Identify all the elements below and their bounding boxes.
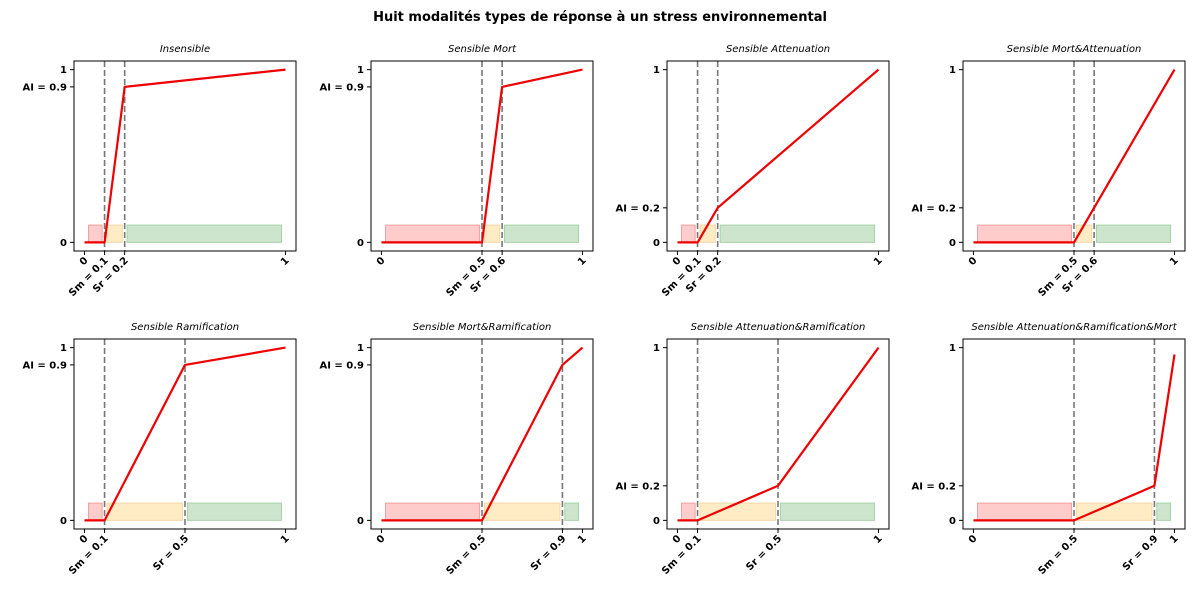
y-tick-label: 1 [60,343,67,354]
zone-mort [384,502,481,521]
response-curve [677,68,880,244]
x-tick-label: 0 [375,255,388,268]
zone-attenuation [483,224,501,243]
subplot-title: Sensible Attenuation [726,44,830,55]
response-curve [381,68,583,244]
y-tick-label: AI = 0.2 [911,203,956,214]
y-tick-label: 1 [653,343,660,354]
y-tick-label: AI = 0.2 [911,481,956,492]
y-tick-label: 0 [949,238,956,249]
response-curve [973,69,1176,244]
zone-ramification [126,224,283,243]
response-curve [84,68,286,244]
x-tick-label: 1 [279,255,292,268]
zone-mort [87,224,103,243]
zone-attenuation [699,502,777,521]
subplot-title: Sensible Mort&Attenuation [1007,44,1142,55]
x-tick-label: Sr = 0.9 [529,533,569,573]
x-tick-label: 0 [671,533,684,546]
y-tick-label: 1 [60,65,67,76]
zone-ramification [719,224,876,243]
subplot-title: Sensible Ramification [131,322,239,333]
zone-ramification [1156,502,1172,521]
y-tick-label: 1 [357,343,364,354]
x-tick-label: 1 [872,533,885,546]
x-tick-label: 0 [78,255,91,268]
zone-attenuation [106,502,184,521]
y-tick-label: AI = 0.2 [615,203,660,214]
subplot-title: Insensible [160,44,210,55]
x-tick-label: 1 [1168,533,1181,546]
subplot-title: Sensible Mort [448,44,517,55]
x-tick-label: Sr = 0.9 [1121,533,1161,573]
zone-ramification [504,224,580,243]
zone-mort [384,224,481,243]
figure-title: Huit modalités types de réponse à un str… [373,10,827,25]
zone-mort [680,224,696,243]
x-tick-label: Sr = 0.5 [151,533,191,573]
zone-mort [87,502,103,521]
x-tick-label: 1 [1168,255,1181,268]
response-curve [677,346,880,522]
y-tick-label: 0 [60,238,67,249]
subplot-title: Sensible Attenuation&Ramification [691,322,866,333]
x-tick-label: Sr = 0.5 [744,533,784,573]
x-tick-label: 0 [78,533,91,546]
axes-frame [666,60,890,252]
zone-ramification [779,502,876,521]
y-tick-label: 0 [653,516,660,527]
y-tick-label: AI = 0.9 [22,360,67,371]
subplot-6: Sensible Mort&Ramification 0 Sm = 0.5 Sr = … [319,322,594,577]
zone-mort [976,502,1073,521]
axes-frame [73,60,297,252]
zone-ramification [1096,224,1172,243]
x-tick-label: 0 [671,255,684,268]
y-tick-label: 0 [60,516,67,527]
subplot-8: Sensible Attenuation&Ramification&Mort 0 S… [911,322,1186,577]
y-tick-label: AI = 0.9 [319,82,364,93]
y-tick-label: 0 [357,516,364,527]
y-tick-label: 1 [357,65,364,76]
y-tick-label: 0 [357,238,364,249]
response-curve [381,346,584,522]
y-tick-label: AI = 0.2 [615,481,660,492]
y-tick-label: 1 [653,65,660,76]
y-tick-label: AI = 0.9 [319,360,364,371]
zone-ramification [564,502,580,521]
y-tick-label: 1 [949,65,956,76]
zone-attenuation [483,502,561,521]
zone-mort [976,224,1073,243]
zone-ramification [186,502,283,521]
x-tick-label: 0 [967,255,980,268]
x-tick-label: Sm = 0.5 [445,533,489,577]
zone-mort [680,502,696,521]
y-tick-label: 0 [949,516,956,527]
y-tick-label: 0 [653,238,660,249]
x-tick-label: 1 [576,533,589,546]
y-tick-label: AI = 0.9 [22,82,67,93]
x-tick-label: 0 [375,533,388,546]
zone-attenuation [106,224,123,243]
x-tick-label: Sm = 0.5 [1037,533,1081,577]
response-curve [973,354,1176,522]
x-tick-label: 1 [279,533,292,546]
y-tick-label: 1 [949,343,956,354]
x-tick-label: 0 [967,533,980,546]
subplot-title: Sensible Mort&Ramification [413,322,552,333]
response-curve [84,346,286,522]
x-tick-label: 1 [872,255,885,268]
x-tick-label: 1 [576,255,589,268]
subplot-title: Sensible Attenuation&Ramification&Mort [971,322,1177,333]
zone-attenuation [1075,502,1153,521]
